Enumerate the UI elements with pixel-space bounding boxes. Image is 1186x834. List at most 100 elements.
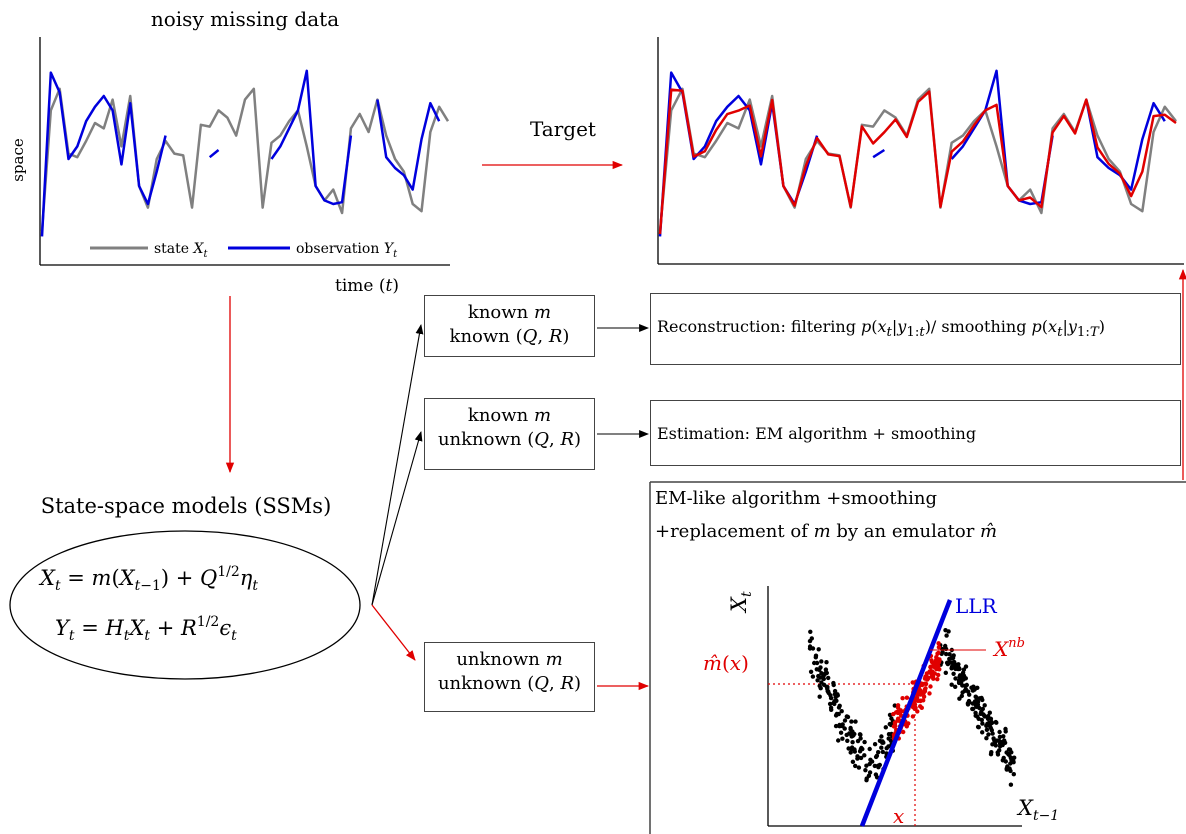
scatter-point <box>989 720 995 726</box>
scatter-point <box>832 699 837 704</box>
observation-line <box>872 148 886 159</box>
neighbor-point <box>935 677 940 682</box>
scatter-point <box>844 732 849 738</box>
scatter-point <box>953 684 958 689</box>
scatter-point <box>975 699 981 704</box>
neighbor-point <box>934 655 939 660</box>
scatter-point <box>808 629 813 634</box>
scatter-point <box>819 671 824 676</box>
neighbor-point <box>936 663 941 669</box>
scatter-point <box>867 746 872 752</box>
scatter-point <box>886 736 891 741</box>
scatter-point <box>981 713 987 718</box>
scatter-point <box>943 670 948 675</box>
scatter-point <box>1001 755 1006 761</box>
scatter-point <box>960 670 966 675</box>
neighbor-point <box>915 698 921 703</box>
neighbor-point <box>914 695 920 700</box>
scatter-point <box>980 706 985 712</box>
scatter-point <box>951 653 956 658</box>
case-unknown-m-unknown-qr: unknown m unknown (Q, R) <box>424 642 595 712</box>
reconstruction-box: Reconstruction: filtering p(xt|y1:t)/ sm… <box>650 293 1181 365</box>
neighbor-point <box>927 691 932 696</box>
scatter-point <box>969 685 974 690</box>
scatter-point <box>962 683 968 688</box>
scatter-point <box>880 740 885 745</box>
scatter-point <box>997 734 1003 740</box>
legend-observation-label: observation Yt <box>296 241 398 260</box>
neighbor-point <box>936 645 942 650</box>
case2-line1: known m <box>467 405 552 426</box>
left-plot-series <box>40 69 450 237</box>
branch-arrow-case3 <box>371 604 416 661</box>
llr-label: LLR <box>955 594 998 618</box>
scatter-point <box>814 667 819 672</box>
scatter-point <box>828 705 834 710</box>
scatter-point <box>808 669 814 674</box>
scatter-point <box>939 651 944 656</box>
ssm-title: State-space models (SSMs) <box>41 494 332 518</box>
scatter-point <box>946 629 951 634</box>
scatter-point <box>817 683 822 689</box>
target-label: Target <box>530 117 596 141</box>
left-plot-ylabel: space <box>9 138 27 182</box>
scatter-point <box>858 736 863 741</box>
x-label: x <box>893 804 904 828</box>
scatter-point <box>875 763 881 768</box>
scatter-point <box>975 724 981 730</box>
case2-line2: unknown (Q, R) <box>437 429 582 450</box>
neighbor-point <box>928 670 933 676</box>
scatter-point <box>879 745 884 750</box>
scatter-point <box>858 755 864 761</box>
left-plot-title: noisy missing data <box>151 7 339 31</box>
scatter-point <box>868 757 873 762</box>
neighbor-point <box>921 694 927 699</box>
scatter-point <box>838 730 844 735</box>
scatter-point <box>831 682 836 688</box>
scatter-point <box>872 763 877 769</box>
scatter-point <box>858 732 863 737</box>
neighbor-point <box>929 659 935 665</box>
scatter-point <box>824 684 829 689</box>
scatter-point <box>977 696 983 701</box>
neighbor-point <box>919 705 924 710</box>
neighbors-label: Xnb <box>992 636 1025 661</box>
scatter-point <box>852 731 857 737</box>
scatter-point <box>985 716 991 721</box>
neighbor-point <box>893 723 898 729</box>
scatter-point <box>852 749 857 754</box>
scatter-point <box>879 734 884 739</box>
neighbor-point <box>904 695 910 700</box>
scatter-point <box>951 671 956 676</box>
case-known-m-unknown-qr: known m unknown (Q, R) <box>424 398 595 470</box>
scatter-point <box>991 736 996 741</box>
scatter-point <box>990 742 995 747</box>
scatter-point <box>997 729 1002 735</box>
ssm-equation-state: Xt = m(Xt−1) + Q1/2ηt <box>38 564 258 594</box>
scatter-point <box>813 653 819 658</box>
scatter-point <box>980 721 985 726</box>
scatter-point <box>997 741 1003 746</box>
branch-arrow-case2 <box>371 431 423 606</box>
scatter-point <box>963 687 968 692</box>
scatter-point <box>984 736 989 741</box>
scatter-point <box>953 676 958 681</box>
right-plot <box>657 37 1184 265</box>
emulator-line1: EM-like algorithm +smoothing <box>655 488 937 509</box>
scatter-point <box>978 711 983 716</box>
llr-line <box>859 599 953 827</box>
scatter-point <box>816 647 821 652</box>
left-plot: noisy missing data space state Xt observ… <box>9 7 450 296</box>
case3-line2: unknown (Q, R) <box>437 673 582 694</box>
scatter-point <box>1002 740 1008 745</box>
scatter-point <box>837 722 842 728</box>
scatter-point <box>823 667 829 672</box>
scatter-point <box>823 671 828 676</box>
observation-line <box>270 69 353 206</box>
neighbor-point <box>929 674 934 679</box>
scatter-point <box>862 739 867 745</box>
left-plot-legend: state Xt observation Yt <box>90 241 398 260</box>
scatter-point <box>966 698 972 704</box>
scatter-point <box>952 664 958 669</box>
